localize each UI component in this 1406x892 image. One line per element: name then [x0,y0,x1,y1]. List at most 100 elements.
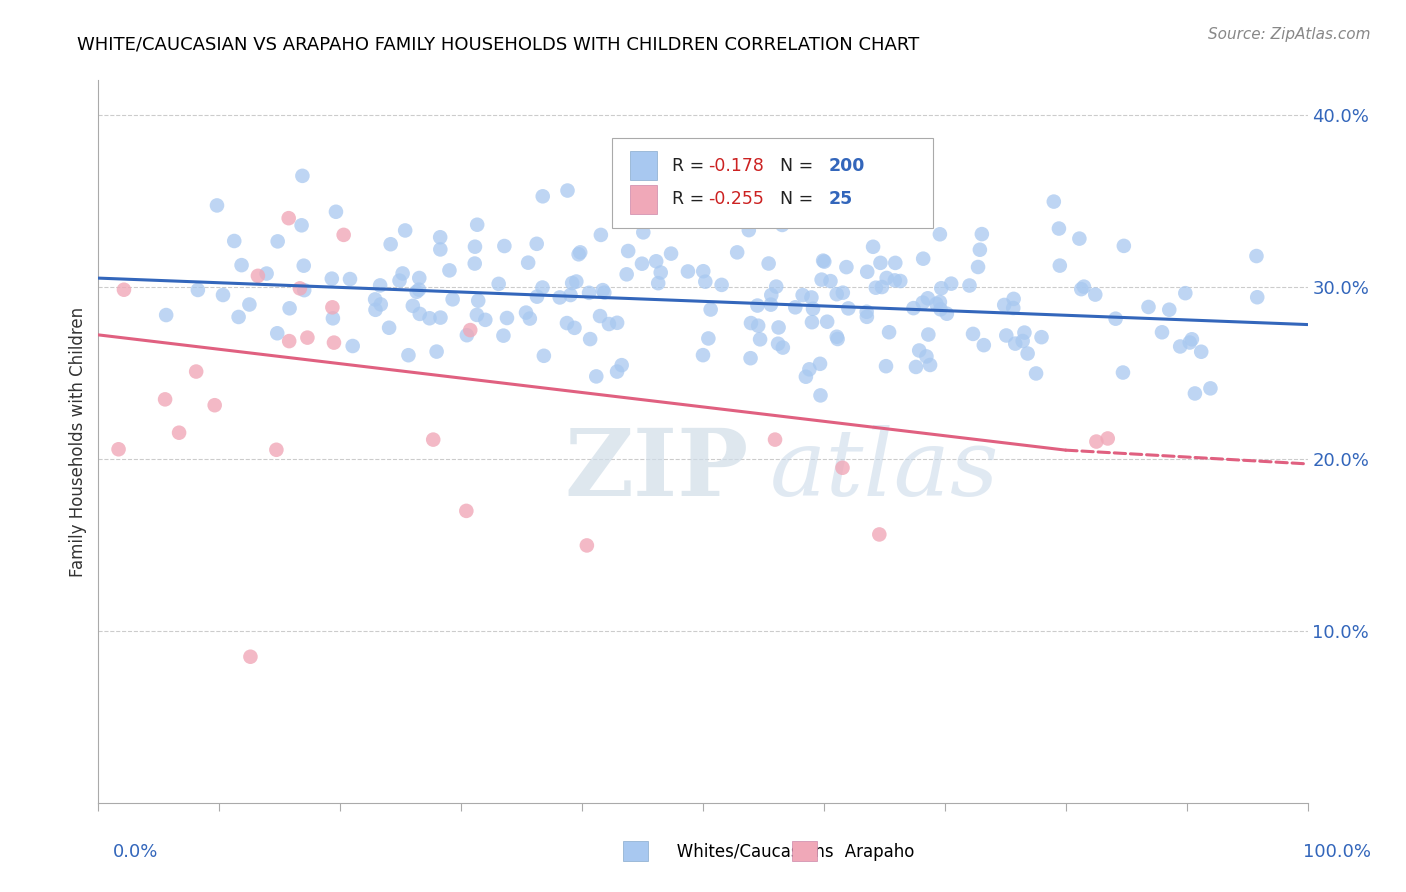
Point [869,256,891,270]
Point [112,283,135,297]
Point [589,309,612,323]
Point [322,311,344,326]
Point [266,235,288,249]
Point [740,316,762,330]
Point [800,290,823,304]
Point [794,369,817,384]
Point [409,307,432,321]
Point [321,301,343,315]
Point [1189,344,1212,359]
Point [695,275,717,289]
Point [564,321,586,335]
Point [402,299,425,313]
Point [364,293,387,307]
Point [825,329,848,343]
Text: -0.255: -0.255 [707,191,763,209]
Point [1184,386,1206,401]
Point [633,225,655,239]
Point [561,276,583,290]
Point [212,288,235,302]
Point [676,264,699,278]
Point [492,328,515,343]
Point [419,311,441,326]
Point [474,313,496,327]
Point [291,219,314,233]
Point [228,310,250,324]
Point [1084,287,1107,301]
Point [155,308,177,322]
Point [962,326,984,341]
Point [1168,339,1191,353]
Point [725,245,748,260]
Point [740,351,762,366]
Point [593,285,616,300]
Point [969,243,991,257]
Point [877,325,900,339]
Point [993,298,1015,312]
Point [941,277,963,291]
Point [548,290,571,304]
Point [519,311,541,326]
Point [1178,335,1201,350]
Point [205,198,228,212]
Text: N =: N = [780,156,814,175]
Point [278,301,301,316]
Point [342,339,364,353]
Point [494,239,516,253]
Text: 200: 200 [828,156,865,175]
Point [292,259,315,273]
Point [835,260,858,274]
Point [560,288,582,302]
Point [167,425,190,440]
Point [1112,366,1135,380]
Point [1004,336,1026,351]
Point [911,295,934,310]
Point [810,272,832,286]
Point [800,315,823,329]
Point [592,283,614,297]
Point [865,281,887,295]
Point [565,275,588,289]
Point [1070,282,1092,296]
Point [526,236,548,251]
Point [456,504,478,518]
Point [1174,286,1197,301]
Point [531,189,554,203]
Point [429,243,451,257]
Point [224,234,246,248]
Text: Arapaho: Arapaho [808,843,915,861]
Point [692,348,714,362]
Point [429,230,451,244]
Point [589,227,612,242]
Point [904,359,927,374]
Point [868,527,890,541]
Point [761,288,783,302]
Point [606,365,628,379]
Point [339,272,361,286]
Point [187,283,209,297]
Point [575,538,598,552]
Point [876,271,898,285]
Y-axis label: Family Households with Children: Family Households with Children [69,307,87,576]
Point [458,323,481,337]
Point [467,293,489,308]
Point [915,350,938,364]
Text: 25: 25 [828,191,853,209]
Point [912,252,935,266]
Point [239,649,262,664]
Point [758,256,780,270]
Point [917,327,939,342]
Point [153,392,176,407]
Point [825,287,848,301]
Point [464,256,486,270]
Point [831,285,853,300]
Point [1069,232,1091,246]
Point [692,264,714,278]
Point [1017,346,1039,360]
Point [465,308,488,322]
Point [533,349,555,363]
Point [1002,292,1025,306]
Point [569,245,592,260]
Point [747,299,769,313]
Point [1073,279,1095,293]
